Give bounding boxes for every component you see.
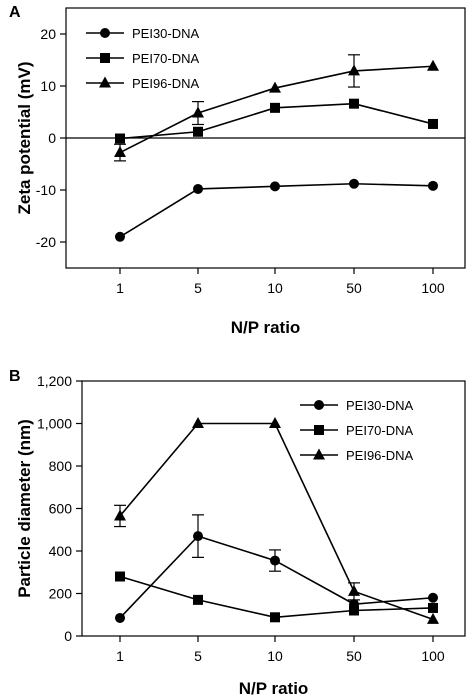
series-PEI70-DNA: [115, 571, 438, 623]
data-point: [428, 592, 438, 603]
data-point: [193, 126, 203, 137]
legend-label: PEI96-DNA: [346, 448, 414, 463]
legend-marker: [99, 76, 111, 88]
x-tick-label: 100: [421, 280, 445, 296]
x-tick-label: 50: [346, 648, 362, 664]
data-point: [192, 417, 204, 428]
data-point: [193, 531, 203, 542]
y-tick-label: 0: [64, 628, 72, 644]
x-tick-label: 5: [194, 280, 202, 296]
x-tick-label: 1: [116, 648, 124, 664]
data-point: [114, 509, 126, 521]
series-PEI70-DNA: [115, 98, 438, 144]
series-PEI96-DNA: [114, 417, 439, 624]
series-line: [119, 575, 434, 619]
data-point: [192, 106, 204, 118]
legend-marker: [313, 448, 325, 460]
panel-label: A: [9, 4, 21, 21]
x-tick-label: 10: [267, 280, 283, 296]
x-tick-label: 1: [116, 280, 124, 296]
y-tick-label: 0: [48, 130, 56, 146]
series-PEI96-DNA: [114, 54, 439, 162]
x-tick-label: 50: [346, 280, 362, 296]
y-tick-label: 800: [49, 458, 73, 474]
panel-label: B: [9, 368, 21, 385]
y-tick-label: -10: [36, 182, 56, 198]
data-point: [427, 59, 439, 71]
x-tick-label: 10: [267, 648, 283, 664]
data-point: [269, 81, 281, 93]
series-PEI30-DNA: [115, 514, 438, 623]
data-point: [349, 98, 359, 109]
data-point: [348, 64, 360, 76]
data-point: [428, 118, 438, 129]
legend-marker: [100, 53, 110, 63]
legend-label: PEI30-DNA: [132, 26, 200, 41]
y-axis-title: Particle diameter (nm): [15, 419, 34, 598]
x-axis-title: N/P ratio: [231, 318, 301, 337]
x-axis-title: N/P ratio: [239, 679, 309, 698]
y-tick-label: 1,000: [37, 416, 72, 432]
data-point: [115, 231, 125, 242]
data-point: [193, 594, 203, 605]
data-point: [270, 102, 280, 113]
data-point: [270, 555, 280, 566]
legend-item: PEI30-DNA: [300, 398, 414, 413]
y-tick-label: 20: [40, 26, 56, 42]
data-point: [349, 605, 359, 616]
legend-marker: [314, 425, 324, 435]
legend-item: PEI70-DNA: [300, 423, 414, 438]
legend-item: PEI96-DNA: [86, 76, 200, 91]
y-tick-label: 1,200: [37, 373, 72, 389]
legend-item: PEI30-DNA: [86, 26, 200, 41]
y-tick-label: 200: [49, 586, 73, 602]
series-line: [119, 182, 434, 238]
legend-item: PEI70-DNA: [86, 51, 200, 66]
chart-b-svg: B 0 200 400 600 800 1,000 1,200 1 5 10 50 100 N/P rat…: [9, 368, 466, 698]
data-point: [428, 602, 438, 613]
legend-label: PEI70-DNA: [346, 423, 414, 438]
data-point: [193, 183, 203, 194]
data-point: [115, 133, 125, 144]
data-point: [348, 584, 360, 596]
chart-panel-a: A -20 -10 0 10 20 1 5 10 50 100 N/P ratio Zeta poten…: [0, 0, 474, 346]
x-tick-label: 5: [194, 648, 202, 664]
legend-label: PEI30-DNA: [346, 398, 414, 413]
data-point: [428, 180, 438, 191]
legend-marker: [100, 28, 110, 38]
y-axis-title: Zeta potential (mV): [15, 61, 34, 214]
data-point: [270, 181, 280, 192]
data-point: [427, 612, 439, 624]
data-point: [269, 417, 281, 428]
x-tick-label: 100: [421, 648, 445, 664]
y-tick-label: 10: [40, 78, 56, 94]
y-tick-label: 600: [49, 501, 73, 517]
y-tick-label: -20: [36, 234, 56, 250]
data-point: [115, 571, 125, 582]
series-line: [119, 535, 434, 619]
data-point: [349, 178, 359, 189]
legend-label: PEI96-DNA: [132, 76, 200, 91]
data-point: [115, 612, 125, 623]
data-point: [114, 146, 126, 158]
data-point: [270, 612, 280, 623]
legend-label: PEI70-DNA: [132, 51, 200, 66]
legend-marker: [314, 400, 324, 410]
y-tick-label: 400: [49, 543, 73, 559]
legend-item: PEI96-DNA: [300, 448, 414, 463]
series-PEI30-DNA: [115, 178, 438, 242]
chart-panel-b: B 0 200 400 600 800 1,000 1,200 1 5 10 50 100 N/P rat…: [0, 365, 474, 699]
